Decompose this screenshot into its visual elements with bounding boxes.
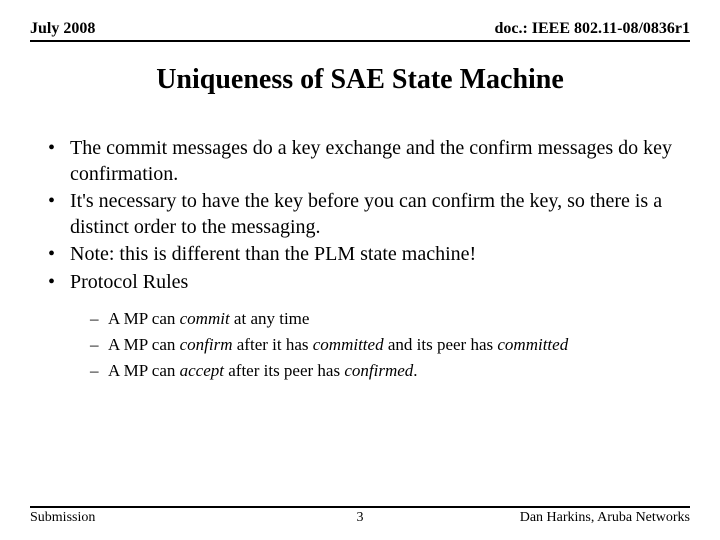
sub-em: confirmed (344, 361, 413, 380)
sub-text: A MP can (108, 361, 180, 380)
bullet-item: The commit messages do a key exchange an… (48, 136, 690, 187)
main-bullets: The commit messages do a key exchange an… (30, 136, 690, 296)
sub-text: and its peer has (384, 335, 498, 354)
sub-em: commit (180, 309, 230, 328)
sub-text: after its peer has (224, 361, 344, 380)
footer-right: Dan Harkins, Aruba Networks (520, 510, 690, 526)
sub-text: after it has (233, 335, 313, 354)
slide-title: Uniqueness of SAE State Machine (30, 64, 690, 96)
sub-text: . (413, 361, 417, 380)
footer-page-number: 3 (357, 510, 364, 526)
sub-em: committed (313, 335, 384, 354)
sub-bullet-item: A MP can commit at any time (90, 308, 690, 330)
sub-em: committed (497, 335, 568, 354)
sub-text: at any time (230, 309, 310, 328)
sub-em: confirm (180, 335, 233, 354)
footer-left: Submission (30, 510, 95, 526)
bullet-item: It's necessary to have the key before yo… (48, 189, 690, 240)
sub-bullet-item: A MP can confirm after it has committed … (90, 334, 690, 356)
sub-bullets: A MP can commit at any time A MP can con… (30, 308, 690, 382)
sub-text: A MP can (108, 335, 180, 354)
bullet-item: Protocol Rules (48, 270, 690, 296)
sub-text: A MP can (108, 309, 180, 328)
sub-bullet-item: A MP can accept after its peer has confi… (90, 360, 690, 382)
sub-em: accept (180, 361, 224, 380)
slide-header: July 2008 doc.: IEEE 802.11-08/0836r1 (30, 20, 690, 42)
slide-footer: Submission 3 Dan Harkins, Aruba Networks (30, 506, 690, 526)
header-date: July 2008 (30, 20, 95, 38)
header-doc: doc.: IEEE 802.11-08/0836r1 (494, 20, 690, 38)
bullet-item: Note: this is different than the PLM sta… (48, 242, 690, 268)
